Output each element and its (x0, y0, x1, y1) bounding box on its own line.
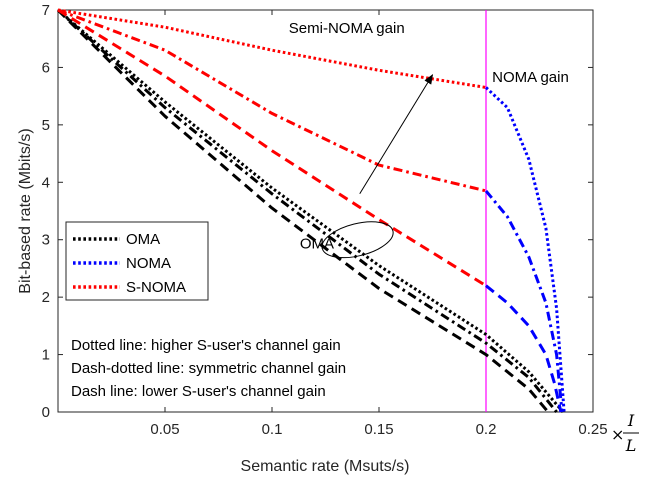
x-tick-label: 0.2 (476, 421, 497, 438)
line-style-note: Dash-dotted line: symmetric channel gain (71, 360, 346, 377)
legend-label: OMA (126, 231, 160, 248)
oma-ellipse (321, 221, 394, 259)
annotation-layer: Semi-NOMA gain NOMA gain OMA Dotted line: h… (71, 20, 569, 400)
x-tick-label: 0.25 (578, 421, 607, 438)
oma-label: OMA (300, 235, 334, 252)
gain-arrow (359, 74, 434, 195)
x-multiplier-times: × (611, 425, 624, 444)
y-tick-label: 2 (42, 289, 50, 306)
legend-label: S-NOMA (126, 279, 186, 296)
y-tick-label: 4 (42, 174, 50, 191)
series-noma-dashdot (484, 189, 564, 413)
y-tick-label: 6 (42, 59, 50, 76)
x-multiplier-numerator: I (627, 411, 635, 430)
series-oma-dashdot (56, 8, 558, 413)
x-multiplier-denominator: L (625, 436, 637, 455)
series-s-noma-dashed (57, 8, 487, 287)
legend-label: NOMA (126, 255, 171, 272)
noma-gain-label: NOMA gain (492, 69, 569, 86)
line-style-note: Dash line: lower S-user's channel gain (71, 383, 326, 400)
x-tick-label: 0.1 (262, 421, 283, 438)
series-noma-dashed (485, 284, 563, 413)
y-tick-label: 5 (42, 117, 50, 134)
series-s-noma-dotted (57, 8, 487, 89)
ticks-layer: 0.05 0.1 0.15 0.2 0.25 0 1 2 3 4 5 6 7 ×IL (42, 2, 639, 455)
series-s-noma-dashdot (57, 8, 487, 193)
legend-layer: OMA NOMA S-NOMA (65, 221, 209, 301)
line-style-note: Dotted line: higher S-user's channel gai… (71, 337, 341, 354)
y-tick-label: 1 (42, 347, 50, 364)
y-tick-label: 7 (42, 2, 50, 19)
series-layer (56, 8, 566, 413)
x-tick-label: 0.15 (364, 421, 393, 438)
semi-noma-gain-label: Semi-NOMA gain (289, 20, 405, 37)
x-axis-label: Semantic rate (Msuts/s) (241, 458, 410, 475)
y-axis-label: Bit-based rate (Mbits/s) (17, 128, 34, 293)
series-oma-dashed (56, 8, 550, 413)
series-oma-dotted (57, 8, 565, 413)
series-noma-dotted (484, 86, 566, 413)
y-tick-label: 0 (42, 404, 50, 421)
y-tick-label: 3 (42, 232, 50, 249)
x-tick-label: 0.05 (150, 421, 179, 438)
